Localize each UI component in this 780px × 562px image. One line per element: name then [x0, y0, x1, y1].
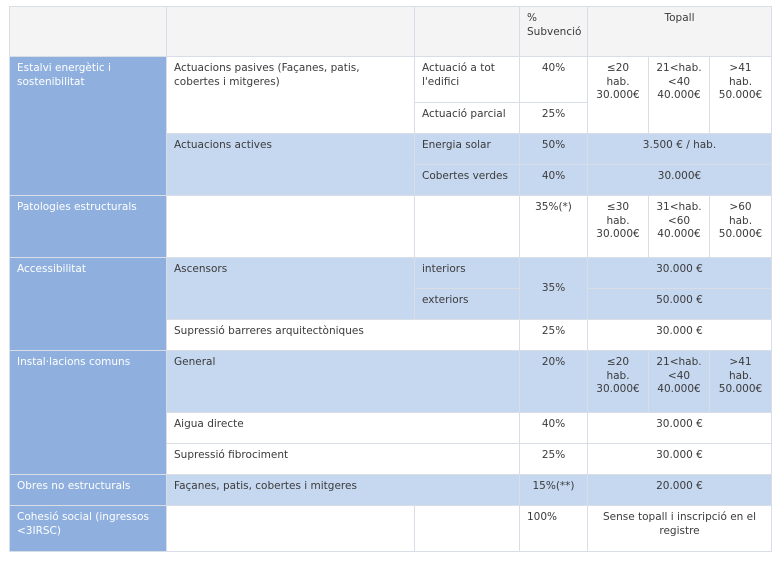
- empty-cell: [166, 505, 415, 552]
- category-cohesio: Cohesió social (ingressos <3IRSC): [9, 505, 167, 552]
- empty-cell: [414, 505, 520, 552]
- topall-tier-1: ≤20 hab. 30.000€: [587, 350, 649, 413]
- pct-cell: 15%(**): [519, 474, 588, 506]
- cobertes-verdes-label: Cobertes verdes: [414, 164, 520, 196]
- table-row: Supressió fibrociment 25% 30.000 €: [10, 443, 772, 475]
- actuacions-pasives-label: Actuacions pasives (Façanes, patis, cobe…: [166, 56, 415, 134]
- aigua-label: Aigua directe: [166, 412, 520, 444]
- table-row: Cohesió social (ingressos <3IRSC) 100% S…: [9, 505, 772, 552]
- category-estalvi: Estalvi energètic i sostenibilitat: [9, 56, 167, 196]
- interiors-label: interiors: [414, 257, 520, 289]
- topall-tier-3: >41 hab. 50.000€: [709, 350, 772, 413]
- topall-cell: 20.000 €: [587, 474, 772, 506]
- topall-tier-1: ≤20 hab. 30.000€: [587, 56, 649, 134]
- pct-cell: 25%: [519, 319, 588, 351]
- table-row: Cobertes verdes 40% 30.000€: [10, 164, 772, 196]
- topall-cell: 30.000€: [587, 164, 772, 196]
- topall-cell: 30.000 €: [587, 257, 772, 289]
- table-row: Supressió barreres arquitectòniques 25% …: [10, 319, 772, 351]
- header-topall: Topall: [587, 6, 772, 57]
- pct-cell: 25%: [519, 102, 588, 134]
- header-row: % Subvenció Topall: [9, 6, 772, 57]
- pct-cell: 20%: [519, 350, 588, 413]
- subsidies-table-container: % Subvenció Topall Estalvi energètic i s…: [9, 6, 772, 552]
- topall-cell: 50.000 €: [587, 288, 772, 320]
- topall-cell: Sense topall i inscripció en el registre: [587, 505, 772, 552]
- category-installacions: Instal·lacions comuns: [9, 350, 167, 475]
- exteriors-label: exteriors: [414, 288, 520, 320]
- header-empty-cell: [166, 6, 415, 57]
- fibrociment-label: Supressió fibrociment: [166, 443, 520, 475]
- pct-cell: 40%: [519, 412, 588, 444]
- topall-tier-3: >41 hab. 50.000€: [709, 56, 772, 134]
- header-subvencio: % Subvenció: [519, 6, 588, 57]
- energia-solar-label: Energia solar: [414, 133, 520, 165]
- topall-tier-2: 21<hab. <40 40.000€: [648, 350, 710, 413]
- header-empty-cell: [9, 6, 167, 57]
- actuacio-tot-label: Actuació a tot l'edifici: [414, 56, 520, 103]
- actuacions-actives-label: Actuacions actives: [166, 133, 415, 196]
- pct-cell: 35%(*): [519, 195, 588, 258]
- pct-cell: 25%: [519, 443, 588, 475]
- table-row: Accessibilitat Ascensors interiors 35% 3…: [9, 257, 772, 351]
- pct-cell: 50%: [519, 133, 588, 165]
- pct-cell: 35%: [519, 257, 588, 320]
- topall-tier-2: 21<hab. <40 40.000€: [648, 56, 710, 134]
- empty-cell: [166, 195, 415, 258]
- table-row: Patologies estructurals 35%(*) ≤30 hab. …: [9, 195, 772, 258]
- obres-label: Façanes, patis, cobertes i mitgeres: [166, 474, 520, 506]
- category-patologies: Patologies estructurals: [9, 195, 167, 258]
- barreres-label: Supressió barreres arquitectòniques: [166, 319, 520, 351]
- general-label: General: [166, 350, 520, 413]
- ascensors-label: Ascensors: [166, 257, 415, 320]
- subsidies-table: % Subvenció Topall Estalvi energètic i s…: [9, 6, 772, 552]
- category-accessibilitat: Accessibilitat: [9, 257, 167, 351]
- table-row: Estalvi energètic i sostenibilitat Actua…: [9, 56, 772, 196]
- topall-tier-3: >60 hab. 50.000€: [709, 195, 772, 258]
- table-row: exteriors 50.000 €: [10, 288, 772, 320]
- topall-cell: 3.500 € / hab.: [587, 133, 772, 165]
- table-row: Obres no estructurals Façanes, patis, co…: [9, 474, 772, 506]
- topall-cell: 30.000 €: [587, 443, 772, 475]
- category-obres: Obres no estructurals: [9, 474, 167, 506]
- topall-cell: 30.000 €: [587, 319, 772, 351]
- empty-cell: [414, 195, 520, 258]
- header-empty-cell: [414, 6, 520, 57]
- pct-cell: 100%: [519, 505, 588, 552]
- actuacio-parcial-label: Actuació parcial: [414, 102, 520, 134]
- topall-tier-1: ≤30 hab. 30.000€: [587, 195, 649, 258]
- table-row: Actuació parcial 25%: [10, 102, 772, 134]
- table-row: Instal·lacions comuns General 20% ≤20 ha…: [9, 350, 772, 475]
- pct-cell: 40%: [519, 164, 588, 196]
- topall-tier-2: 31<hab. <60 40.000€: [648, 195, 710, 258]
- table-row: Actuacions actives Energia solar 50% 3.5…: [10, 133, 772, 196]
- topall-cell: 30.000 €: [587, 412, 772, 444]
- pct-cell: 40%: [519, 56, 588, 103]
